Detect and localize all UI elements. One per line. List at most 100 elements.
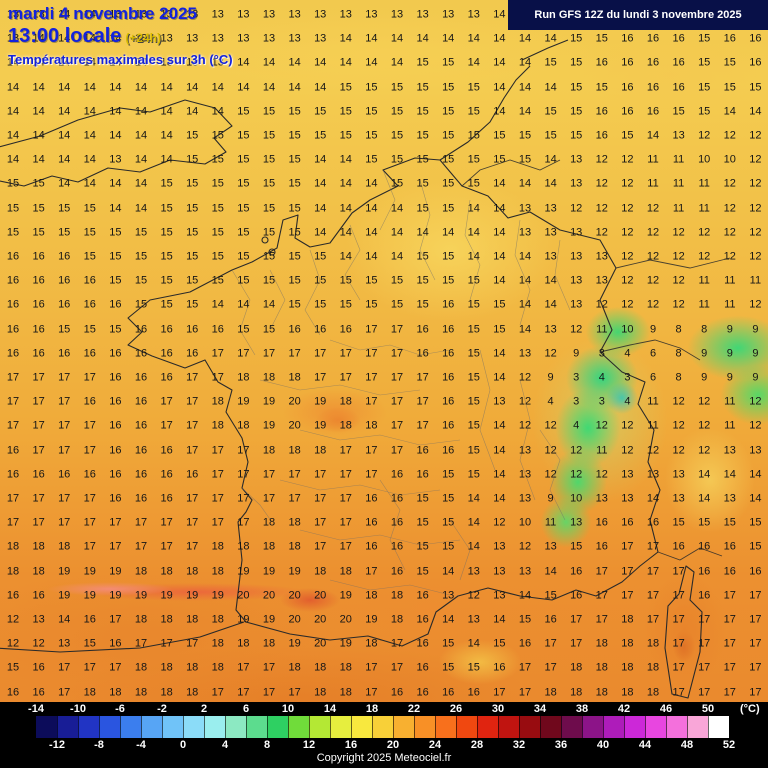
grid-temp: 19	[314, 419, 327, 432]
grid-temp: 4	[573, 419, 580, 432]
grid-temp: 16	[6, 298, 20, 311]
grid-temp: 11	[672, 153, 685, 166]
grid-temp: 14	[749, 468, 762, 481]
grid-temp: 14	[134, 202, 148, 215]
grid-temp: 14	[109, 177, 122, 190]
grid-temp: 17	[262, 347, 276, 360]
grid-temp: 6	[649, 347, 657, 360]
grid-temp: 17	[339, 492, 352, 505]
grid-temp: 15	[442, 177, 455, 190]
grid-temp: 20	[314, 637, 327, 650]
grid-temp: 14	[365, 32, 378, 45]
grid-temp: 20	[314, 613, 327, 626]
grid-temp: 16	[365, 492, 378, 505]
grid-temp: 13	[390, 8, 404, 21]
grid-temp: 15	[416, 153, 429, 166]
scale-cell	[393, 716, 414, 738]
grid-temp: 17	[288, 468, 301, 481]
grid-temp: 16	[32, 686, 45, 699]
grid-temp: 17	[595, 613, 608, 626]
grid-temp: 17	[339, 371, 352, 384]
grid-temp: 18	[211, 419, 224, 432]
grid-temp: 16	[134, 323, 148, 336]
grid-temp: 13	[570, 274, 583, 287]
grid-temp: 13	[134, 32, 148, 45]
grid-temp: 19	[262, 419, 276, 432]
scale-cell	[435, 716, 456, 738]
grid-temp: 15	[390, 81, 404, 94]
grid-temp: 15	[416, 105, 429, 118]
grid-temp: 14	[493, 274, 506, 287]
grid-temp: 9	[726, 347, 733, 360]
grid-temp: 14	[109, 202, 122, 215]
grid-temp: 17	[390, 347, 404, 360]
grid-temp: 15	[83, 226, 96, 239]
grid-temp: 15	[288, 298, 301, 311]
grid-temp: 17	[339, 540, 352, 553]
grid-temp: 12	[621, 202, 634, 215]
grid-temp: 14	[134, 56, 148, 69]
grid-temp: 17	[339, 516, 352, 529]
grid-temp: 15	[416, 202, 429, 215]
grid-temp: 3	[573, 371, 580, 384]
grid-temp: 16	[416, 444, 429, 457]
grid-temp: 16	[160, 468, 173, 481]
grid-temp: 16	[134, 395, 148, 408]
grid-temp: 16	[32, 347, 45, 360]
time-row: 13:00 locale (+24h)	[8, 25, 233, 48]
grid-temp: 17	[314, 468, 327, 481]
grid-temp: 15	[467, 129, 480, 142]
grid-temp: 15	[160, 250, 173, 263]
grid-temp: 17	[58, 444, 71, 457]
grid-temp: 18	[6, 565, 20, 578]
grid-temp: 17	[390, 395, 404, 408]
grid-temp: 19	[109, 589, 122, 602]
grid-temp: 15	[570, 129, 583, 142]
grid-temp: 14	[109, 105, 122, 118]
grid-temp: 15	[416, 274, 429, 287]
grid-temp: 14	[83, 8, 96, 21]
grid-temp: 16	[416, 637, 429, 650]
scale-label: -6	[115, 703, 125, 715]
grid-temp: 15	[442, 274, 455, 287]
grid-temp: 12	[749, 419, 762, 432]
grid-temp: 17	[493, 686, 506, 699]
grid-temp: 16	[595, 516, 608, 529]
grid-temp: 9	[701, 371, 708, 384]
grid-temp: 12	[518, 395, 532, 408]
grid-temp: 13	[493, 540, 506, 553]
scale-label: 14	[323, 703, 337, 715]
grid-temp: 15	[160, 177, 173, 190]
grid-temp: 17	[58, 686, 71, 699]
grid-temp: 18	[134, 686, 148, 699]
grid-temp: 14	[365, 250, 378, 263]
grid-temp: 14	[134, 153, 148, 166]
grid-temp: 15	[32, 202, 45, 215]
grid-temp: 14	[416, 226, 429, 239]
grid-temp: 13	[646, 468, 660, 481]
grid-temp: 14	[698, 492, 711, 505]
grid-temp: 15	[442, 202, 455, 215]
grid-temp: 16	[134, 419, 148, 432]
grid-temp: 15	[262, 202, 276, 215]
scale-bottom-labels: -12 -8 -4 0 4 8 12 16 20 24 28 32 36 40 44 48 52	[0, 739, 768, 751]
grid-temp: 14	[6, 129, 20, 142]
grid-temp: 14	[493, 250, 506, 263]
scale-cell	[624, 716, 645, 738]
grid-temp: 11	[544, 516, 557, 529]
scale-label: 6	[242, 703, 250, 715]
grid-temp: 16	[134, 371, 148, 384]
grid-temp: 12	[621, 274, 634, 287]
grid-temp: 17	[237, 686, 250, 699]
grid-temp: 15	[467, 661, 480, 674]
grid-temp: 15	[442, 516, 455, 529]
date-title: mardi 4 novembre 2025	[8, 4, 197, 23]
grid-temp: 17	[160, 419, 173, 432]
grid-temp: 16	[6, 250, 20, 263]
grid-temp: 14	[493, 226, 506, 239]
grid-temp: 17	[621, 589, 634, 602]
benelux-coast	[439, 39, 569, 161]
scale-label: 0	[179, 739, 187, 751]
grid-temp: 11	[672, 202, 685, 215]
grid-temp: 13	[493, 589, 506, 602]
